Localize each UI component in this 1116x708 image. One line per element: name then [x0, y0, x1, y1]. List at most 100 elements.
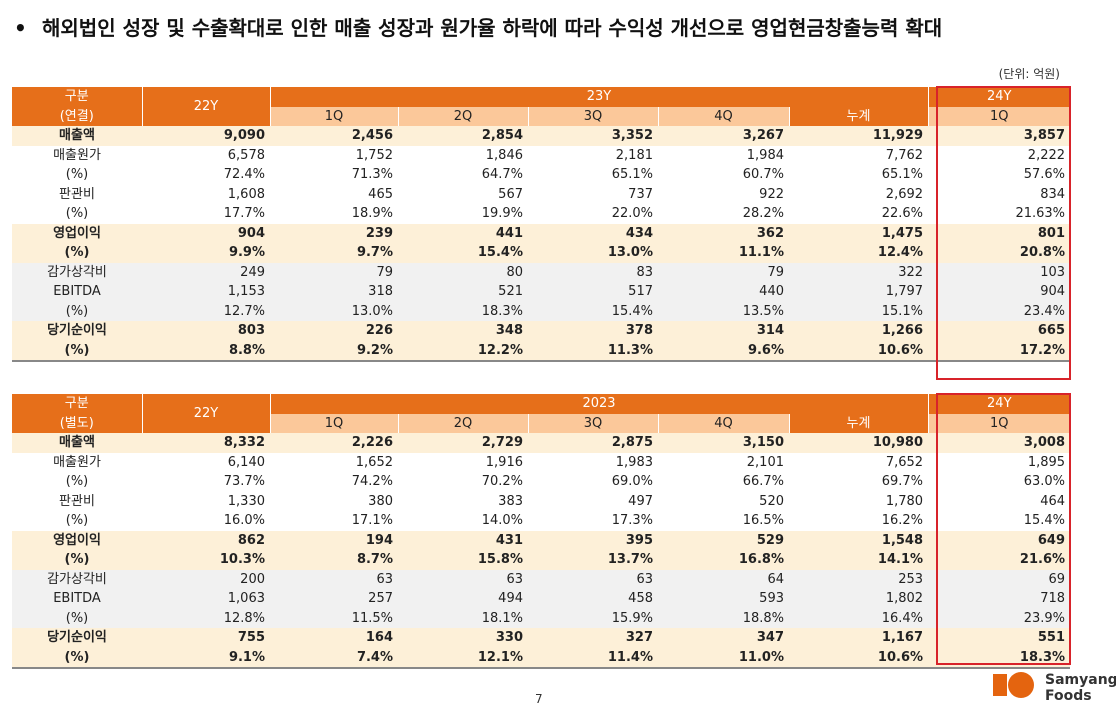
table-cell: 3,857 [928, 126, 1071, 146]
table-cell: 567 [498, 186, 523, 202]
table-cell: 257 [270, 589, 398, 609]
consolidated-income-table: 구분 22Y 23Y 24Y (연결) 1Q 2Q 3Q 4Q 누계 1Q 매출액 9,090 2,456… [12, 87, 1071, 362]
table-cell: 348 [398, 321, 528, 341]
table-cell: 1,752 [355, 147, 393, 163]
row-label: 매출원가 [53, 454, 101, 470]
unit-note: (단위: 억원) [998, 67, 1060, 81]
table-cell: 74.2% [351, 474, 393, 490]
table-cell: 8.7% [270, 550, 398, 570]
table-cell: 15.1% [789, 301, 929, 321]
table-cell: 2,456 [270, 126, 398, 146]
table-cell: 9.9% [142, 243, 270, 263]
table-cell: 2,875 [528, 433, 658, 453]
header-prev-year: 22Y [141, 394, 270, 433]
table-cell: 383 [498, 493, 523, 509]
row-label: (%) [65, 206, 89, 222]
table-cell: 69 [928, 569, 1071, 589]
header-sublabel: (별도) [12, 413, 142, 433]
row-label: 매출액 [12, 433, 142, 453]
table-cell: 21.6% [928, 550, 1071, 570]
header-year-group: 2023 [269, 394, 929, 414]
table-cell: 9.2% [270, 340, 398, 362]
table-cell: 803 [142, 321, 270, 341]
table-cell: 665 [928, 321, 1071, 341]
table-cell: 10,980 [789, 433, 929, 453]
table-cell: 11,929 [789, 126, 929, 146]
table-cell: 21.63% [1015, 206, 1066, 222]
table-cell: 2,692 [885, 186, 924, 202]
table-cell: 23.4% [928, 301, 1071, 321]
table-cell: 22.0% [611, 206, 653, 222]
table-cell: 801 [928, 223, 1071, 243]
table-cell: 8,332 [142, 433, 270, 453]
table-cell: 12.7% [142, 301, 270, 321]
table-row: 감가상각비 249 79 80 83 79 322 103 [12, 262, 1071, 282]
header-row-bottom: (별도) 1Q 2Q 3Q 4Q 누계 1Q [12, 413, 1071, 433]
header-quarter: 3Q [527, 413, 658, 433]
table-row: 매출원가 6,140 1,652 1,916 1,983 2,101 7,652 1,895 [12, 453, 1070, 473]
table-cell: 314 [658, 321, 789, 341]
header-next-quarter: 1Q [927, 106, 1071, 126]
table-cell: 6,140 [227, 454, 265, 470]
row-label: 판관비 [59, 493, 95, 509]
table-cell: 1,802 [789, 589, 929, 609]
table-cell: 73.7% [223, 474, 265, 490]
row-label: (%) [65, 167, 89, 183]
table-row: 매출액 9,090 2,456 2,854 3,352 3,267 11,929 3,857 [12, 126, 1071, 146]
header-label: 구분 [12, 394, 142, 414]
header-cumulative: 누계 [788, 106, 929, 126]
table-cell: 593 [658, 589, 789, 609]
table-cell: 649 [928, 530, 1071, 550]
table-cell: 330 [398, 628, 528, 648]
table-cell: 3,008 [928, 433, 1071, 453]
table-cell: 70.2% [481, 474, 523, 490]
table-cell: 12.1% [398, 647, 528, 669]
table-cell: 834 [1040, 186, 1066, 202]
table-row: (%) 73.7% 74.2% 70.2% 69.0% 66.7% 69.7% 63.0% [12, 472, 1070, 492]
table-row: EBITDA 1,063 257 494 458 593 1,802 718 [12, 589, 1071, 609]
table-cell: 11.5% [270, 608, 398, 628]
table-cell: 19.9% [481, 206, 523, 222]
table-cell: 18.3% [928, 647, 1071, 669]
table-cell: 11.3% [528, 340, 658, 362]
table-cell: 65.1% [611, 167, 653, 183]
table-cell: 1,330 [227, 493, 265, 509]
table-cell: 551 [928, 628, 1071, 648]
table-cell: 239 [270, 223, 398, 243]
table-cell: 65.1% [881, 167, 924, 183]
table-cell: 718 [928, 589, 1071, 609]
table-cell: 80 [398, 262, 528, 282]
table-cell: 1,984 [746, 147, 784, 163]
header-quarter: 1Q [269, 106, 398, 126]
row-label: 감가상각비 [12, 262, 142, 282]
samyang-foods-logo: Samyang Foods [993, 670, 1116, 708]
table-cell: 1,063 [142, 589, 270, 609]
header-row-top: 구분 22Y 2023 24Y [12, 394, 1071, 433]
table-cell: 13.0% [528, 243, 658, 263]
table-cell: 1,475 [789, 223, 929, 243]
header-year-group: 23Y [269, 87, 929, 107]
table-cell: 17.1% [351, 513, 393, 529]
table-row: (%) 12.7% 13.0% 18.3% 15.4% 13.5% 15.1% 23.4% [12, 301, 1071, 321]
table-cell: 520 [759, 493, 784, 509]
header-row-top: 구분 22Y 23Y 24Y [12, 87, 1071, 126]
table-row: (%) 17.7% 18.9% 19.9% 22.0% 28.2% 22.6% 21.63% [12, 204, 1070, 224]
table-cell: 434 [528, 223, 658, 243]
table-cell: 327 [528, 628, 658, 648]
logo-text: Samyang Foods [1045, 672, 1116, 704]
separate-income-table: 구분 22Y 2023 24Y (별도) 1Q 2Q 3Q 4Q 누계 1Q 매출액 8,332 2,22… [12, 394, 1071, 669]
table-row: 판관비 1,330 380 383 497 520 1,780 464 [12, 492, 1070, 512]
table-cell: 10.6% [789, 340, 929, 362]
header-next-year: 24Y [927, 87, 1071, 107]
table-cell: 13.0% [270, 301, 398, 321]
table-cell: 2,729 [398, 433, 528, 453]
table-cell: 10.6% [789, 647, 929, 669]
table-cell: 226 [270, 321, 398, 341]
header-quarter: 4Q [657, 106, 789, 126]
table-cell: 1,780 [885, 493, 924, 509]
table-cell: 1,153 [142, 282, 270, 302]
table-cell: 922 [759, 186, 784, 202]
table-cell: 1,548 [789, 530, 929, 550]
table-cell: 395 [528, 530, 658, 550]
table-cell: 517 [528, 282, 658, 302]
